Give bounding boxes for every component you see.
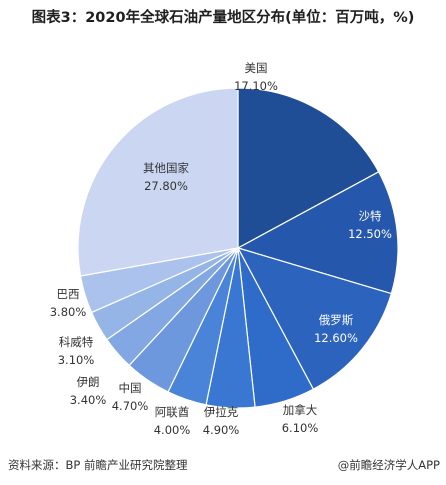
pie-slice-1 xyxy=(237,87,380,250)
slice-value-label-4: 6.10% xyxy=(282,421,319,435)
slice-name-label-11: 其他国家 xyxy=(143,161,189,175)
pie-slice-2 xyxy=(236,170,399,295)
slice-value-label-2: 12.50% xyxy=(348,227,392,241)
slice-value-label-3: 12.60% xyxy=(314,331,358,345)
brand-credit: @前瞻经济学人APP xyxy=(337,458,440,472)
footer: 资料来源：BP 前瞻产业研究院整理 @前瞻经济学人APP xyxy=(0,453,446,475)
slice-name-label-6: 阿联酋 xyxy=(155,405,190,419)
slice-name-label-7: 中国 xyxy=(119,381,142,395)
slice-name-label-9: 科威特 xyxy=(59,335,94,349)
slice-value-label-7: 4.70% xyxy=(112,399,149,413)
slice-value-label-10: 3.80% xyxy=(50,305,87,319)
slice-name-label-4: 加拿大 xyxy=(283,403,318,417)
slice-name-label-10: 巴西 xyxy=(57,287,80,301)
slice-value-label-11: 27.80% xyxy=(144,179,188,193)
slice-name-label-1: 美国 xyxy=(245,61,268,75)
slice-value-label-1: 17.10% xyxy=(234,79,278,93)
slice-value-label-8: 3.40% xyxy=(70,393,107,407)
source-note: 资料来源：BP 前瞻产业研究院整理 xyxy=(8,458,188,472)
slice-value-label-6: 4.00% xyxy=(154,423,191,437)
slice-name-label-2: 沙特 xyxy=(359,209,382,223)
chart-title: 图表3：2020年全球石油产量地区分布(单位：百万吨，%) xyxy=(31,10,415,26)
pie-slice-3 xyxy=(236,247,393,390)
pie-slice-11 xyxy=(77,87,239,277)
slice-name-label-8: 伊朗 xyxy=(77,375,100,389)
slice-value-label-5: 4.90% xyxy=(203,423,240,437)
slice-name-label-3: 俄罗斯 xyxy=(319,313,354,327)
slice-value-label-9: 3.10% xyxy=(58,353,95,367)
slice-name-label-5: 伊拉克 xyxy=(204,405,239,419)
